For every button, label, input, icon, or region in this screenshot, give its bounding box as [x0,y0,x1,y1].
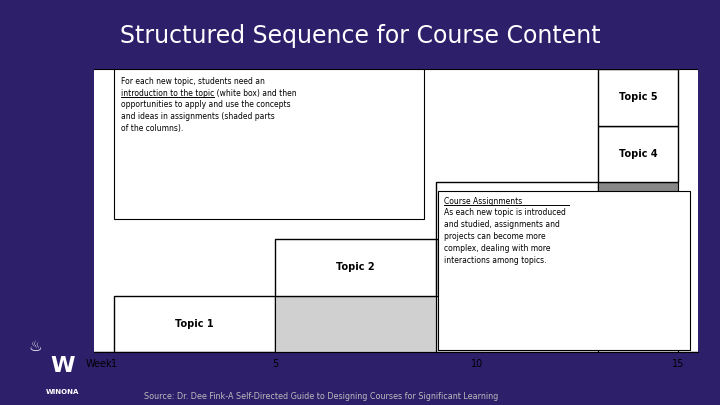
Bar [598,69,678,126]
Bar [436,296,598,352]
Text: introduction to the topic (white box) and then: introduction to the topic (white box) an… [121,89,297,98]
Text: 10: 10 [470,359,483,369]
Text: For each new topic, students need an: For each new topic, students need an [121,77,265,86]
Bar [275,296,436,352]
Bar [436,182,598,239]
Text: Course Assignments: Course Assignments [444,197,523,206]
Text: As each new topic is introduced
and studied, assignments and
projects can become: As each new topic is introduced and stud… [444,207,566,265]
Text: 15: 15 [672,359,685,369]
Bar [598,182,678,239]
Text: Week:: Week: [86,359,115,369]
Bar [436,239,598,296]
Text: 5: 5 [272,359,278,369]
Bar [114,69,424,219]
Text: Topic 5: Topic 5 [618,92,657,102]
Bar [598,126,678,182]
Text: W: W [50,356,75,376]
Text: Topic 2: Topic 2 [336,262,375,272]
Text: opportunities to apply and use the concepts: opportunities to apply and use the conce… [121,100,291,109]
Text: ♨: ♨ [29,339,42,354]
Bar [114,296,275,352]
Bar [275,239,436,296]
Bar [598,239,678,296]
Text: Topic 1: Topic 1 [175,319,214,329]
Text: WINONA: WINONA [46,389,79,395]
Text: Topic 3: Topic 3 [498,206,536,215]
Bar [598,296,678,352]
Bar [438,191,690,350]
Text: Structured Sequence for Course Content: Structured Sequence for Course Content [120,24,600,48]
Text: 1: 1 [111,359,117,369]
Text: Topic 4: Topic 4 [618,149,657,159]
Text: of the columns).: of the columns). [121,124,184,132]
Text: and ideas in assignments (shaded parts: and ideas in assignments (shaded parts [121,112,275,121]
Text: Source: Dr. Dee Fink-A Self-Directed Guide to Designing Courses for Significant : Source: Dr. Dee Fink-A Self-Directed Gui… [144,392,498,401]
